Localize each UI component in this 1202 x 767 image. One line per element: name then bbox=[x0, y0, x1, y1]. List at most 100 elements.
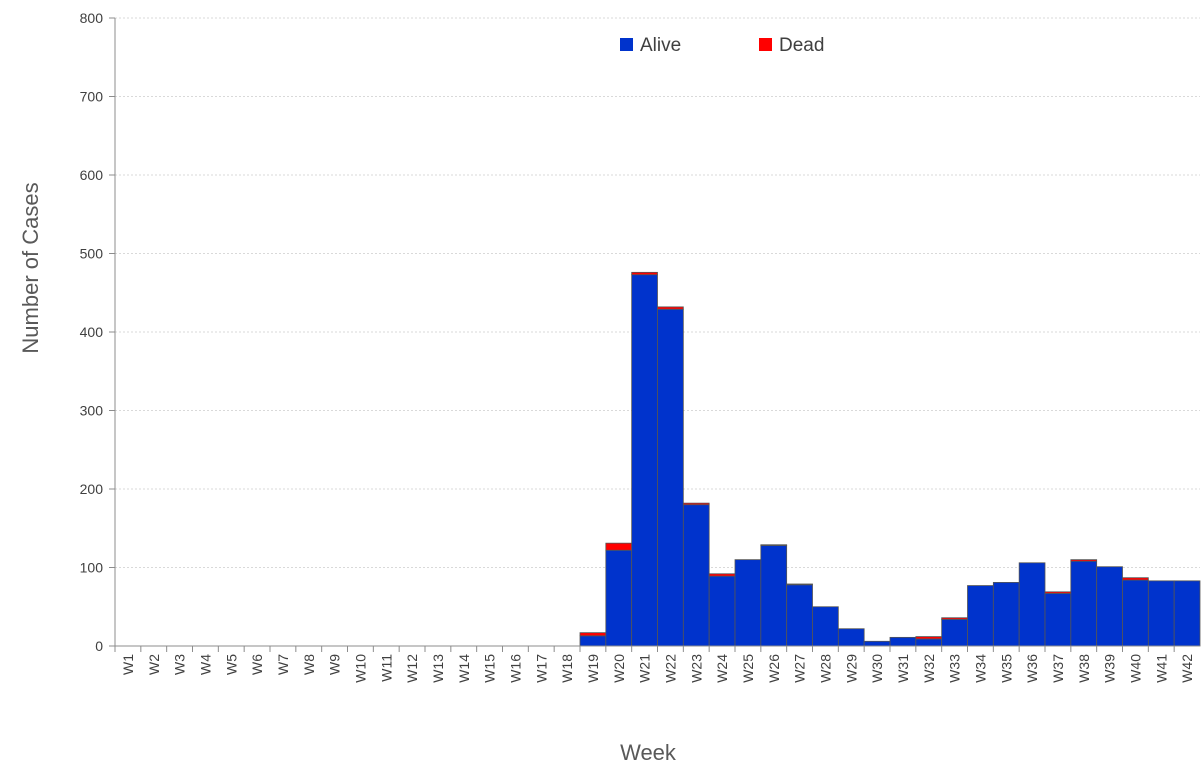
legend-swatch-dead bbox=[759, 38, 772, 51]
x-tick-label: W35 bbox=[998, 654, 1014, 683]
bar-dead-w33 bbox=[941, 617, 968, 620]
bar-dead-w38 bbox=[1070, 559, 1098, 562]
x-tick-label: W3 bbox=[172, 654, 188, 675]
bar-alive-w38 bbox=[1070, 560, 1098, 647]
x-tick-label: W4 bbox=[197, 654, 213, 675]
x-tick-label: W9 bbox=[327, 654, 343, 675]
x-tick-label: W21 bbox=[637, 654, 653, 683]
bar-alive-w26 bbox=[760, 545, 788, 647]
x-tick-label: W17 bbox=[533, 654, 549, 683]
x-tick-label: W1 bbox=[120, 654, 136, 675]
bar-dead-w21 bbox=[631, 271, 658, 276]
legend-label-alive: Alive bbox=[640, 35, 681, 56]
x-tick-label: W29 bbox=[843, 654, 859, 683]
y-tick-label: 700 bbox=[80, 89, 104, 105]
x-tick-label: W11 bbox=[378, 654, 394, 682]
x-tick-label: W38 bbox=[1076, 654, 1092, 683]
bar-dead-w24 bbox=[708, 573, 736, 577]
y-tick-label: 100 bbox=[80, 560, 104, 576]
y-ticks: 0 100 200 300 400 500 600 700 800 bbox=[80, 10, 115, 654]
y-tick-label: 600 bbox=[80, 167, 104, 183]
x-tick-label: W12 bbox=[404, 654, 420, 683]
x-tick-label: W34 bbox=[972, 654, 988, 683]
x-tick-label: W31 bbox=[895, 654, 911, 683]
x-tick-label: W25 bbox=[740, 654, 756, 683]
bar-alive-w23 bbox=[682, 504, 710, 647]
bar-alive-w25 bbox=[734, 559, 762, 647]
bar-dead-w32 bbox=[915, 636, 943, 640]
bar-alive-w19 bbox=[579, 635, 607, 647]
x-tick-label: W40 bbox=[1127, 654, 1143, 683]
bar-alive-w21 bbox=[631, 274, 658, 647]
bar-alive-w39 bbox=[1096, 566, 1123, 647]
x-tick-label: W16 bbox=[507, 654, 523, 683]
gridlines bbox=[115, 17, 1200, 568]
x-tick-label: W20 bbox=[611, 654, 627, 683]
legend-label-dead: Dead bbox=[779, 35, 824, 56]
x-tick-label: W15 bbox=[482, 654, 498, 683]
bar-alive-w29 bbox=[837, 628, 865, 647]
bar-alive-w30 bbox=[863, 640, 891, 647]
bar-dead-w40 bbox=[1122, 577, 1149, 581]
bar-alive-w31 bbox=[889, 636, 917, 647]
x-tick-label: W2 bbox=[146, 654, 162, 675]
x-tick-label: W32 bbox=[921, 654, 937, 683]
bar-alive-w24 bbox=[708, 575, 736, 647]
legend: Alive Dead bbox=[620, 35, 824, 56]
bar-alive-w36 bbox=[1018, 562, 1046, 647]
bar-dead-w20 bbox=[605, 542, 633, 551]
x-tick-label: W13 bbox=[430, 654, 446, 683]
bar-alive-w33 bbox=[941, 618, 968, 647]
x-tick-label: W30 bbox=[869, 654, 885, 683]
y-tick-label: 0 bbox=[95, 638, 103, 654]
legend-swatch-alive bbox=[620, 38, 633, 51]
bar-dead-w23 bbox=[682, 502, 710, 506]
x-tick-label: W7 bbox=[275, 654, 291, 675]
x-tick-label: W19 bbox=[585, 654, 601, 683]
bar-dead-w27 bbox=[786, 583, 813, 586]
bar-alive-w35 bbox=[992, 582, 1020, 647]
x-tick-label: W10 bbox=[352, 654, 368, 683]
x-tick-label: W42 bbox=[1179, 654, 1195, 683]
bar-dead-w22 bbox=[657, 306, 684, 310]
x-tick-label: W18 bbox=[559, 654, 575, 683]
y-axis-title: Number of Cases bbox=[18, 182, 43, 353]
bar-dead-w19 bbox=[579, 632, 607, 637]
bars bbox=[579, 271, 1201, 647]
y-tick-label: 500 bbox=[80, 246, 104, 262]
bar-alive-w28 bbox=[812, 606, 839, 647]
bar-alive-w42 bbox=[1173, 580, 1201, 647]
bar-alive-w41 bbox=[1147, 580, 1175, 647]
x-tick-label: W27 bbox=[792, 654, 808, 683]
x-tick-label: W33 bbox=[947, 654, 963, 683]
x-axis-title: Week bbox=[620, 740, 677, 765]
bar-dead-w37 bbox=[1044, 591, 1072, 594]
x-tick-label: W39 bbox=[1102, 654, 1118, 683]
x-tick-label: W5 bbox=[223, 654, 239, 675]
bar-alive-w34 bbox=[967, 585, 994, 647]
y-tick-label: 300 bbox=[80, 403, 104, 419]
y-tick-label: 200 bbox=[80, 481, 104, 497]
x-tick-label: W28 bbox=[817, 654, 833, 683]
x-tick-label: W26 bbox=[766, 654, 782, 683]
x-tick-label: W8 bbox=[301, 654, 317, 675]
x-tick-label: W24 bbox=[714, 654, 730, 683]
bar-alive-w22 bbox=[657, 308, 684, 647]
bar-alive-w32 bbox=[915, 638, 943, 647]
bar-alive-w20 bbox=[605, 549, 633, 647]
x-ticks: W1 W2 W3 W4 W5 W6 W7 W8 W9 W10 W11 W12 W13 W14 W15 W16 W… bbox=[114, 646, 1195, 683]
x-tick-label: W41 bbox=[1153, 654, 1169, 683]
bar-alive-w27 bbox=[786, 584, 813, 647]
y-tick-label: 400 bbox=[80, 324, 104, 340]
x-tick-label: W22 bbox=[662, 654, 678, 683]
x-tick-label: W23 bbox=[688, 654, 704, 683]
x-tick-label: W36 bbox=[1024, 654, 1040, 683]
y-tick-label: 800 bbox=[80, 10, 104, 26]
bar-alive-w37 bbox=[1044, 593, 1072, 647]
bar-alive-w40 bbox=[1122, 579, 1149, 647]
x-tick-label: W6 bbox=[249, 654, 265, 675]
x-tick-label: W37 bbox=[1050, 654, 1066, 683]
x-tick-label: W14 bbox=[456, 654, 472, 683]
